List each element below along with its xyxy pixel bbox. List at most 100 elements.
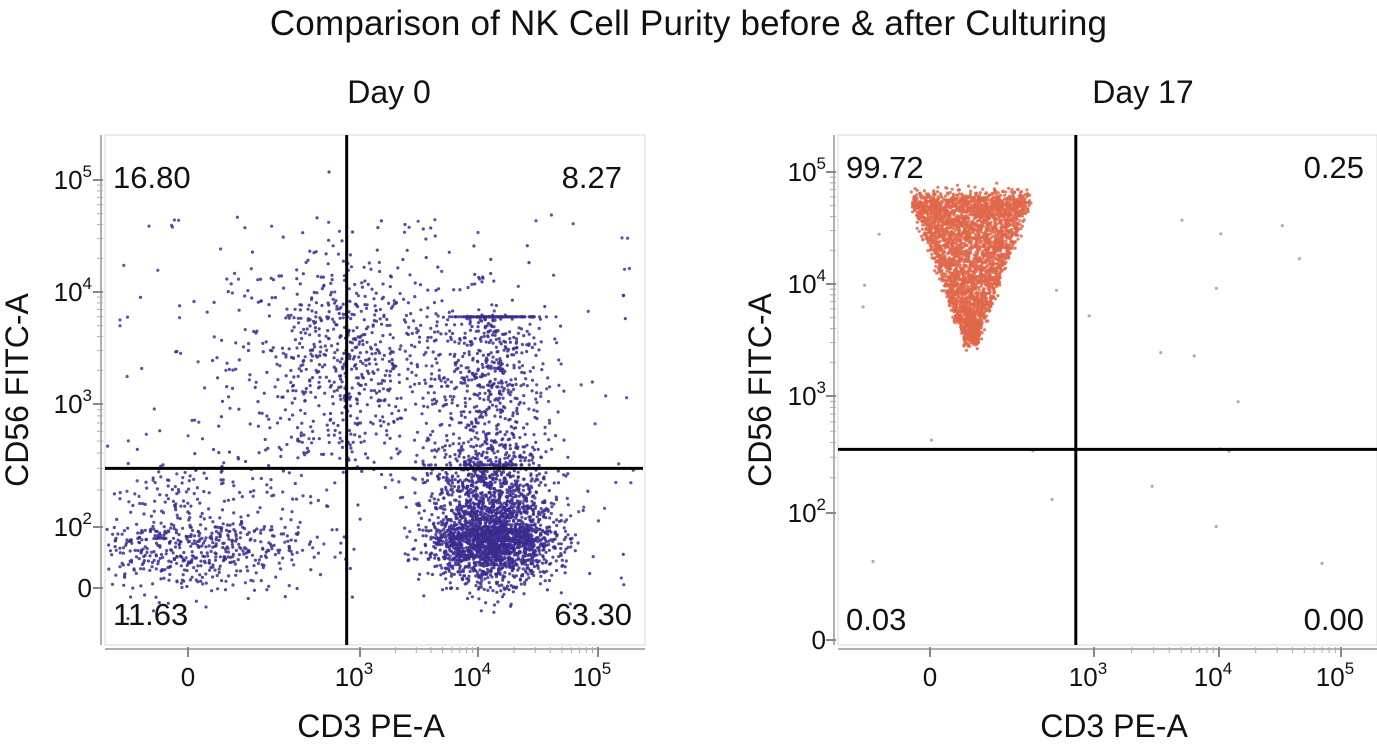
data-point [518,507,522,511]
data-point [537,549,541,553]
data-point [488,501,492,505]
data-point [586,489,590,493]
data-point [440,299,444,303]
data-point [467,557,471,561]
data-point [356,335,360,339]
data-point [299,331,303,335]
data-point [498,401,502,405]
data-point [487,581,491,585]
data-point [402,297,406,301]
data-point [351,357,355,361]
data-point [143,528,147,532]
data-point [544,471,548,475]
data-point [470,475,474,479]
data-point [332,380,336,384]
data-point [261,350,265,354]
data-point [228,523,232,527]
data-point [460,381,465,385]
data-point [463,378,467,382]
data-point [289,313,293,317]
data-point [555,341,559,345]
data-point [317,327,321,331]
data-point [259,531,263,535]
data-point [405,357,409,361]
data-point [294,497,299,501]
data-point [469,437,473,441]
data-point [461,546,465,551]
data-point [338,334,343,338]
data-point [486,372,491,376]
data-point [493,369,497,373]
data-point [484,512,488,516]
data-point [396,266,400,270]
data-point [373,304,377,308]
data-point [506,473,510,477]
data-point [457,485,461,489]
data-point [353,302,358,306]
data-point [524,483,528,487]
data-point [514,562,518,566]
data-point [303,453,307,457]
data-point [218,526,222,530]
data-point [492,487,497,491]
data-point [188,578,192,582]
data-point [449,411,453,416]
data-point [215,573,219,578]
data-point [181,573,185,577]
data-point [506,315,510,319]
data-point [353,421,357,425]
data-point [503,482,507,486]
data-point [366,456,370,460]
data-point [432,497,436,501]
data-point [411,319,416,323]
data-point [459,526,463,531]
data-point [444,485,448,489]
data-point [225,385,229,389]
y-tick-label: 104 [54,274,92,307]
data-point [500,381,504,385]
data-point [190,554,194,558]
data-point [423,378,427,382]
data-point [459,421,463,425]
data-point [476,367,480,371]
data-point [122,263,126,267]
data-point [299,364,303,368]
data-point [488,568,493,573]
data-point [252,529,256,533]
data-point [337,311,341,316]
data-point [331,402,335,406]
data-point [539,391,543,395]
data-point [374,309,378,313]
data-point [488,392,492,396]
data-point [142,559,146,563]
data-point [357,391,361,395]
data-point [529,479,533,483]
data-point [435,507,439,511]
data-point [140,562,144,567]
data-point [510,515,514,519]
data-point [456,366,460,370]
data-point [246,569,250,573]
data-point [531,461,536,465]
data-point [281,507,285,511]
data-point [106,444,110,448]
data-point [174,350,178,354]
data-point [136,531,140,535]
data-point [453,523,457,527]
data-point [195,486,199,490]
data-point [506,388,510,392]
data-point [402,230,407,234]
data-point [522,592,526,596]
data-point [490,383,494,387]
data-point [407,325,411,329]
data-point [503,575,507,579]
data-point [418,335,422,339]
data-point [516,554,520,558]
data-point [326,301,330,305]
data-point [461,354,465,359]
data-point [338,394,342,398]
data-point [426,405,430,409]
data-point [196,530,201,534]
data-point [444,577,448,581]
data-point [377,349,381,353]
